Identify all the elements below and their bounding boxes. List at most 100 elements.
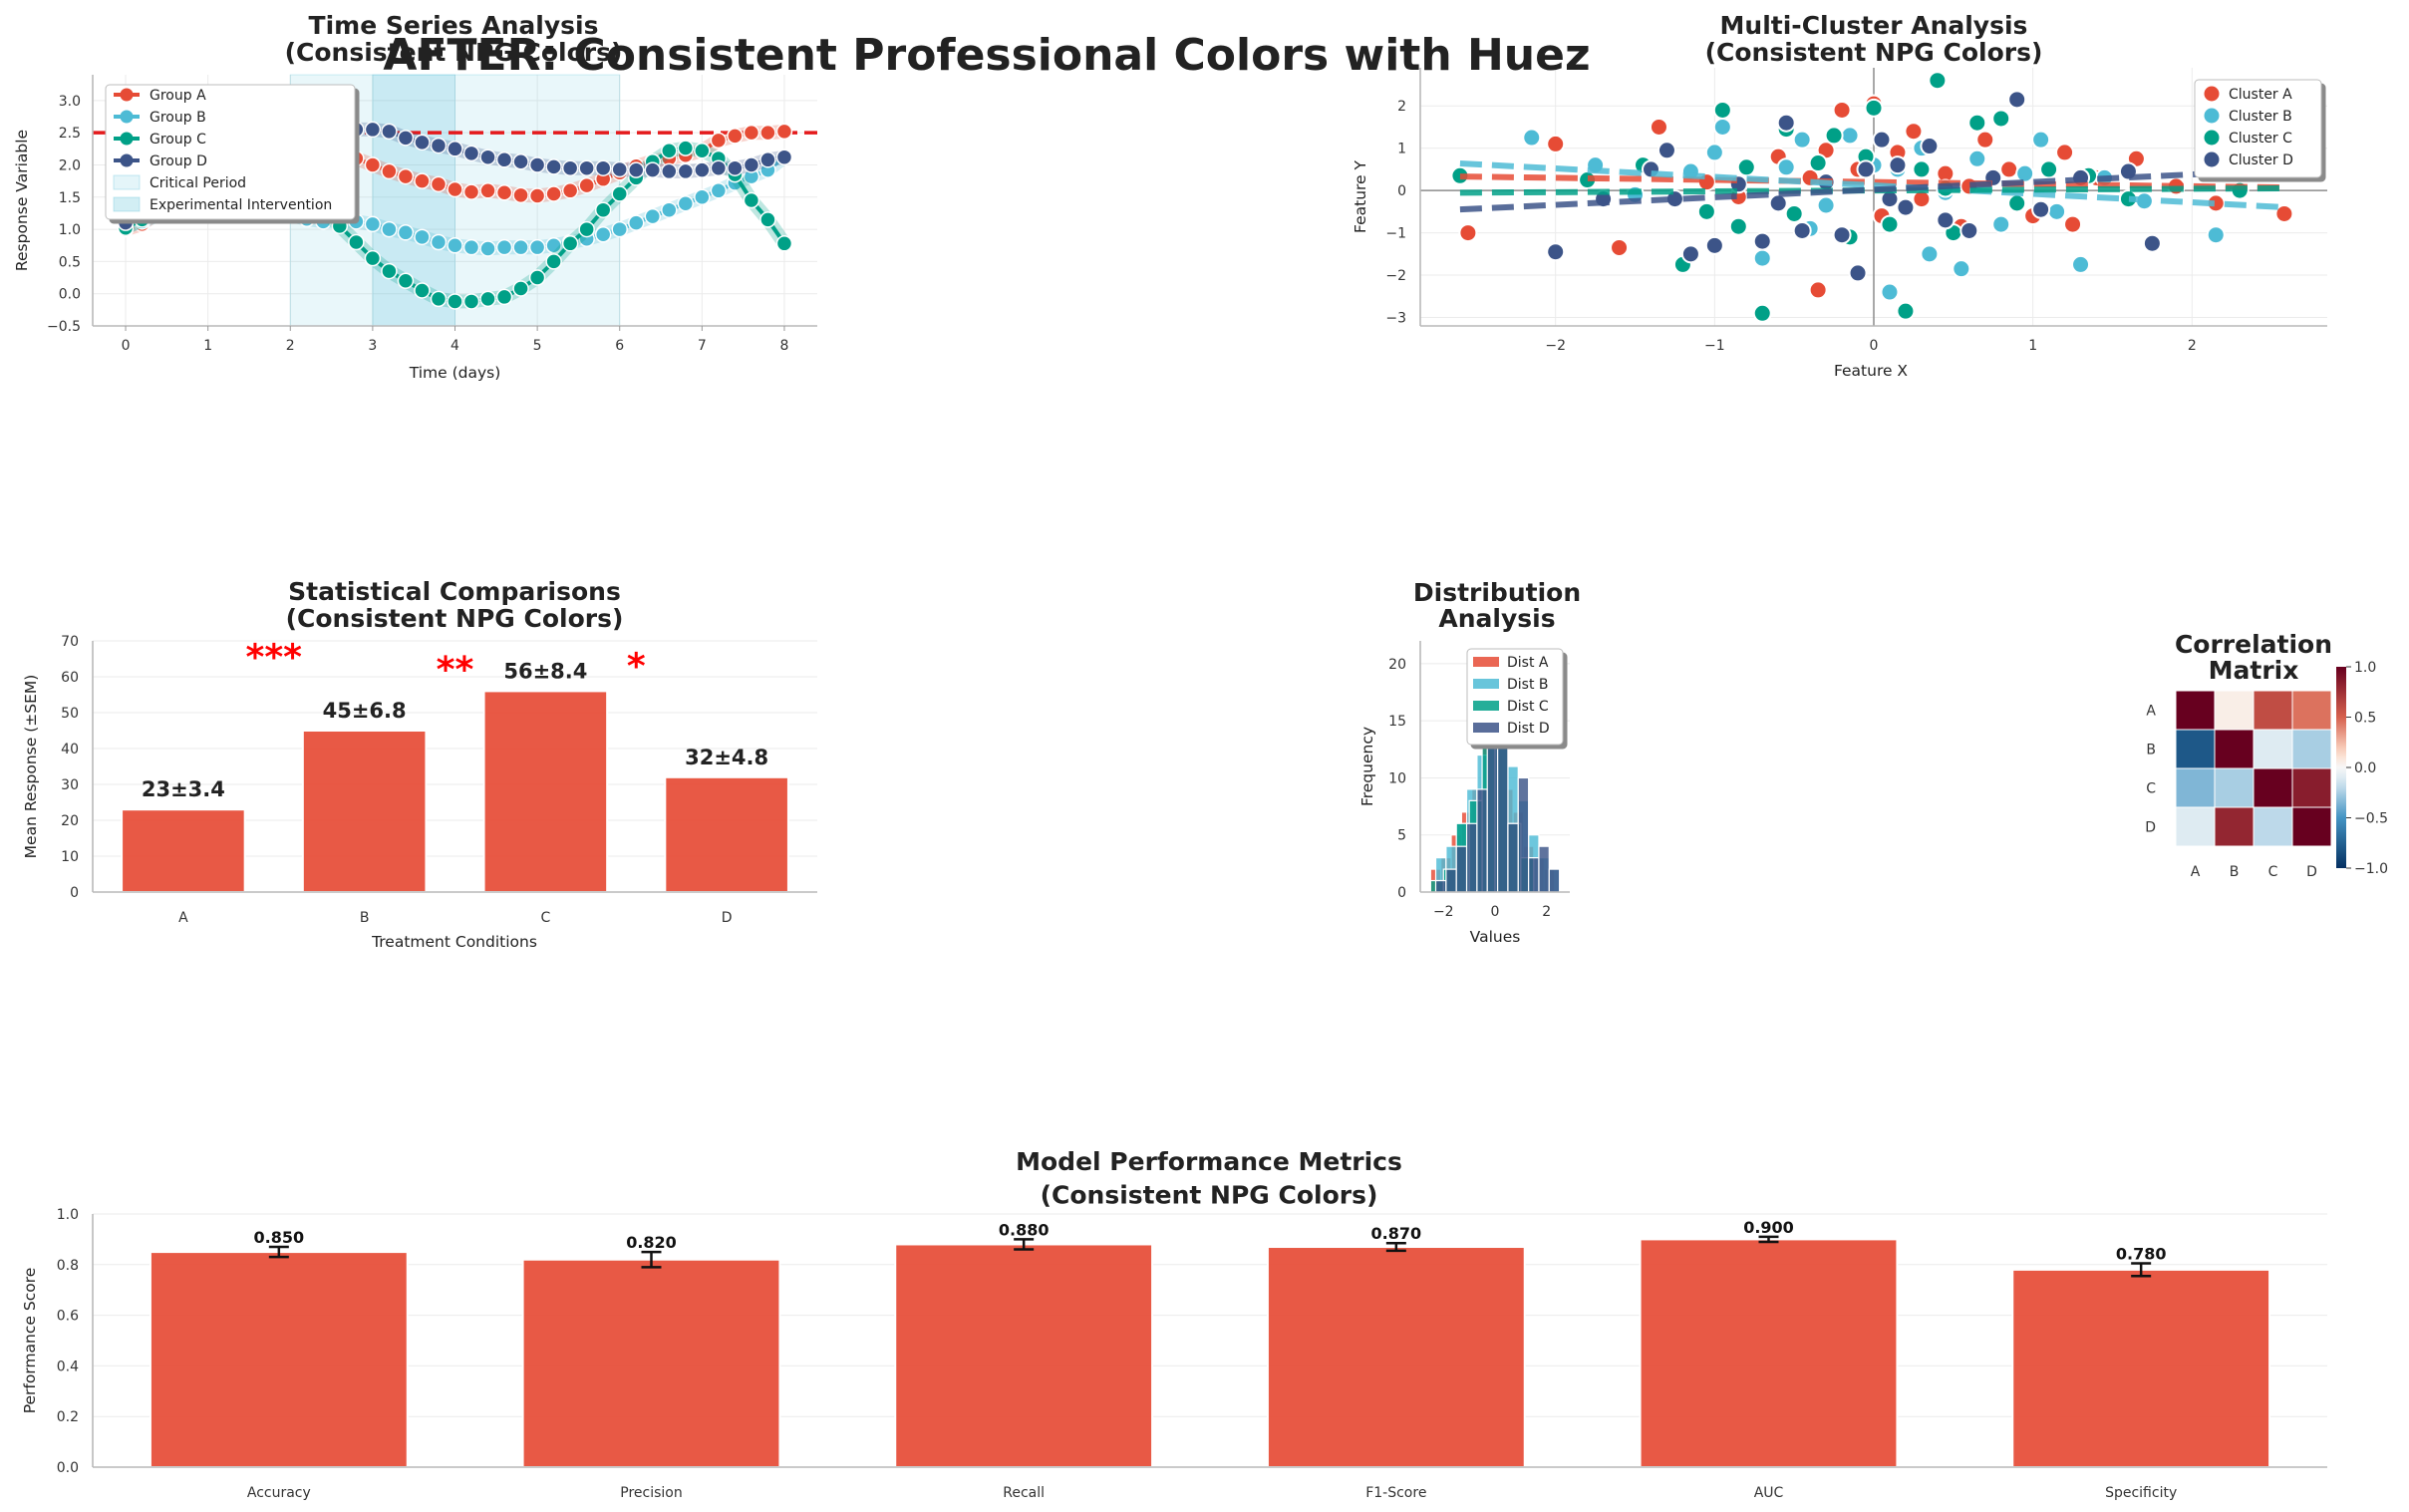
data-point <box>644 207 662 225</box>
scatter-point <box>1991 109 2011 129</box>
x-tick-label: −2 <box>1433 904 1454 920</box>
data-point <box>677 140 695 156</box>
scatter-point <box>1888 155 1908 175</box>
bar-value-label: 0.900 <box>1743 1218 1794 1237</box>
data-point <box>759 211 776 228</box>
heatmap-cell <box>2253 690 2293 731</box>
scatter-point <box>1752 303 1772 323</box>
heatmap-cell <box>2291 767 2332 808</box>
colorbar-tick-label: 0.0 <box>2354 760 2376 776</box>
data-point <box>545 236 562 254</box>
data-point <box>694 142 711 159</box>
histogram-bar <box>1528 857 1540 893</box>
scatter-point <box>1920 137 1940 156</box>
data-point <box>727 128 744 145</box>
data-point <box>462 183 480 200</box>
distribution-panel: −2 0 205101520ValuesFrequencyDistributionA… <box>1358 578 1581 946</box>
scatter-point <box>1704 235 1724 255</box>
y-tick-label: 2 <box>1397 99 1406 115</box>
data-point <box>561 235 579 252</box>
x-tick-label: 0 <box>1870 338 1879 354</box>
y-tick-label: 5 <box>1397 828 1406 844</box>
y-tick-label: 70 <box>61 634 79 650</box>
y-tick-label: 60 <box>61 670 79 686</box>
scatter-point <box>1967 149 1987 168</box>
data-point <box>611 185 628 202</box>
legend-patch <box>1473 657 1499 667</box>
scatter-point <box>1952 259 1971 279</box>
heatmap-cell <box>2291 729 2332 769</box>
panel-title: Matrix <box>2209 656 2299 685</box>
data-point <box>578 220 595 238</box>
scatter-point <box>1712 100 1732 120</box>
scatter-point <box>2206 225 2226 245</box>
legend-marker <box>2204 151 2220 167</box>
x-tick-label: 2 <box>286 338 295 354</box>
column-label: B <box>2230 864 2240 880</box>
y-tick-label: −3 <box>1385 311 1406 327</box>
x-tick-label: C <box>540 910 550 926</box>
legend-box <box>105 84 356 220</box>
significance-marker: *** <box>246 637 303 678</box>
x-tick-label: AUC <box>1754 1485 1784 1501</box>
y-tick-label: 15 <box>1388 714 1406 730</box>
legend: Dist A Dist B Dist C Dist D <box>1466 648 1564 746</box>
colorbar-tick-label: 1.0 <box>2354 660 2376 676</box>
scatter-point <box>1656 141 1676 160</box>
data-point <box>661 162 678 180</box>
scatter-point <box>1991 214 2011 234</box>
data-point <box>462 238 480 256</box>
scatter-point <box>2039 159 2059 179</box>
data-point <box>628 214 645 231</box>
data-point <box>528 156 546 173</box>
x-tick-label: 2 <box>2188 338 2197 354</box>
bar-value-label: 0.820 <box>626 1233 677 1252</box>
heatmap-cell <box>2291 690 2332 731</box>
bar <box>482 690 609 894</box>
bar-value-label: 0.850 <box>254 1228 305 1247</box>
scatter-point <box>1896 301 1916 321</box>
legend-box <box>2194 79 2322 178</box>
colorbar-tick-label: −0.5 <box>2354 811 2388 827</box>
x-tick-label: Specificity <box>2105 1485 2177 1501</box>
heatmap-cell <box>2175 767 2216 808</box>
heatmap-cell <box>2214 806 2255 847</box>
data-point <box>447 141 463 157</box>
heatmap-cell <box>2214 767 2255 808</box>
scatter-point <box>2047 201 2067 221</box>
data-point <box>414 134 431 151</box>
y-tick-label: 2.0 <box>59 157 81 173</box>
legend-label: Cluster C <box>2229 131 2292 147</box>
scatter-point <box>2015 163 2035 183</box>
scatter-point <box>1856 159 1876 179</box>
x-tick-label: F1-Score <box>1365 1485 1426 1501</box>
scatter-point <box>1728 216 1748 236</box>
heatmap-cell <box>2253 767 2293 808</box>
scatter-point <box>1792 130 1812 150</box>
data-point <box>430 137 448 154</box>
data-point <box>364 156 382 173</box>
x-tick-label: Precision <box>620 1485 682 1501</box>
legend-marker <box>120 153 134 167</box>
scatter-point <box>1832 225 1852 245</box>
x-tick-label: Recall <box>1003 1485 1045 1501</box>
x-tick-label: B <box>360 910 370 926</box>
data-point <box>710 132 728 150</box>
legend-marker <box>120 132 134 146</box>
row-label: B <box>2146 743 2156 758</box>
legend: Cluster A Cluster B Cluster C Cluster D <box>2194 79 2322 178</box>
y-tick-label: 1.5 <box>59 190 81 206</box>
data-point <box>594 201 612 218</box>
heatmap-cell <box>2214 729 2255 769</box>
scatter-point <box>2055 143 2075 162</box>
x-tick-label: 1 <box>2028 338 2037 354</box>
data-point <box>462 145 480 162</box>
data-point <box>775 123 793 141</box>
data-point <box>528 187 546 204</box>
data-point <box>381 162 398 180</box>
data-point <box>561 182 579 199</box>
histogram-bar <box>1538 845 1550 893</box>
data-point <box>545 253 562 270</box>
scatter-point <box>1872 130 1892 150</box>
